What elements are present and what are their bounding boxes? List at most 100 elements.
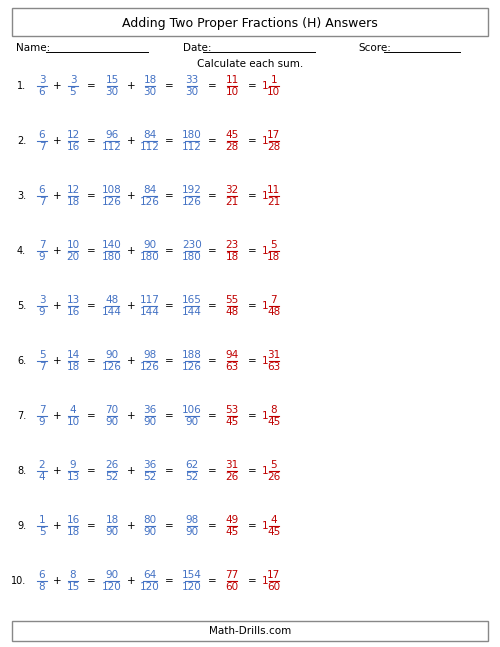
Text: 52: 52 xyxy=(144,472,156,482)
Text: 23: 23 xyxy=(226,240,238,250)
Text: Score:: Score: xyxy=(358,43,391,53)
Text: 48: 48 xyxy=(267,307,280,317)
Text: =: = xyxy=(86,301,96,311)
Text: 84: 84 xyxy=(144,185,156,195)
Text: +: + xyxy=(52,466,62,476)
Text: 6: 6 xyxy=(38,570,46,580)
Text: 36: 36 xyxy=(144,405,156,415)
Text: =: = xyxy=(164,81,173,91)
Text: 7: 7 xyxy=(270,295,277,305)
Text: 49: 49 xyxy=(226,515,238,525)
Text: =: = xyxy=(248,301,256,311)
Text: 20: 20 xyxy=(66,252,80,262)
Text: 36: 36 xyxy=(144,460,156,470)
Text: 192: 192 xyxy=(182,185,202,195)
Text: =: = xyxy=(164,136,173,146)
Text: 112: 112 xyxy=(140,142,160,152)
Text: 90: 90 xyxy=(186,527,198,537)
Text: 1: 1 xyxy=(262,81,268,91)
Text: 31: 31 xyxy=(226,460,238,470)
Text: +: + xyxy=(126,81,136,91)
Text: 30: 30 xyxy=(106,87,118,97)
Text: 12: 12 xyxy=(66,130,80,140)
Text: +: + xyxy=(52,191,62,201)
Text: 9: 9 xyxy=(38,252,46,262)
Text: 96: 96 xyxy=(106,130,118,140)
Text: 230: 230 xyxy=(182,240,202,250)
Text: =: = xyxy=(86,356,96,366)
Text: 15: 15 xyxy=(106,75,118,85)
Text: 126: 126 xyxy=(182,197,202,207)
Text: 7: 7 xyxy=(38,362,46,372)
Text: 6.: 6. xyxy=(17,356,26,366)
Text: =: = xyxy=(208,246,216,256)
Text: 12: 12 xyxy=(66,185,80,195)
Text: +: + xyxy=(126,466,136,476)
Text: 120: 120 xyxy=(140,582,160,592)
Text: +: + xyxy=(52,576,62,586)
Text: 17: 17 xyxy=(267,130,280,140)
Text: 5: 5 xyxy=(270,460,277,470)
Text: 16: 16 xyxy=(66,307,80,317)
Text: 80: 80 xyxy=(144,515,156,525)
Text: 4: 4 xyxy=(270,515,277,525)
Text: 1: 1 xyxy=(262,356,268,366)
Text: 126: 126 xyxy=(182,362,202,372)
Text: 45: 45 xyxy=(226,130,238,140)
Text: 7: 7 xyxy=(38,240,46,250)
Text: 188: 188 xyxy=(182,350,202,360)
Text: =: = xyxy=(248,246,256,256)
Text: =: = xyxy=(164,411,173,421)
Text: =: = xyxy=(248,411,256,421)
Text: 18: 18 xyxy=(106,515,118,525)
Text: =: = xyxy=(164,246,173,256)
Text: 45: 45 xyxy=(226,417,238,427)
Text: 90: 90 xyxy=(106,350,118,360)
Text: 28: 28 xyxy=(226,142,238,152)
Text: 126: 126 xyxy=(140,197,160,207)
Text: +: + xyxy=(126,576,136,586)
Text: 8.: 8. xyxy=(17,466,26,476)
Text: 8: 8 xyxy=(38,582,46,592)
Text: 112: 112 xyxy=(102,142,122,152)
Text: 30: 30 xyxy=(186,87,198,97)
Text: +: + xyxy=(52,521,62,531)
Text: 180: 180 xyxy=(140,252,160,262)
Text: 60: 60 xyxy=(268,582,280,592)
Text: 2: 2 xyxy=(38,460,46,470)
Text: +: + xyxy=(52,246,62,256)
Text: 11: 11 xyxy=(226,75,238,85)
Text: =: = xyxy=(86,576,96,586)
Text: =: = xyxy=(208,301,216,311)
Text: =: = xyxy=(248,576,256,586)
Text: 10.: 10. xyxy=(11,576,26,586)
Text: 26: 26 xyxy=(226,472,238,482)
Text: 180: 180 xyxy=(182,130,202,140)
Text: =: = xyxy=(248,81,256,91)
Text: 8: 8 xyxy=(70,570,76,580)
Text: 10: 10 xyxy=(268,87,280,97)
Text: 13: 13 xyxy=(66,295,80,305)
Text: =: = xyxy=(208,411,216,421)
Text: =: = xyxy=(208,576,216,586)
Text: +: + xyxy=(126,411,136,421)
Text: =: = xyxy=(86,136,96,146)
Text: 144: 144 xyxy=(102,307,122,317)
Text: 1: 1 xyxy=(262,136,268,146)
Text: 10: 10 xyxy=(226,87,238,97)
Text: 5: 5 xyxy=(38,527,46,537)
Text: 15: 15 xyxy=(66,582,80,592)
Text: =: = xyxy=(86,191,96,201)
Text: 14: 14 xyxy=(66,350,80,360)
Text: 13: 13 xyxy=(66,472,80,482)
Text: =: = xyxy=(208,356,216,366)
Text: 60: 60 xyxy=(226,582,238,592)
Text: 26: 26 xyxy=(106,460,118,470)
Text: 112: 112 xyxy=(182,142,202,152)
Text: 6: 6 xyxy=(38,87,46,97)
Text: 52: 52 xyxy=(186,472,198,482)
Text: 90: 90 xyxy=(144,240,156,250)
Text: 48: 48 xyxy=(226,307,238,317)
Text: 63: 63 xyxy=(226,362,238,372)
Text: Math-Drills.com: Math-Drills.com xyxy=(209,626,291,636)
